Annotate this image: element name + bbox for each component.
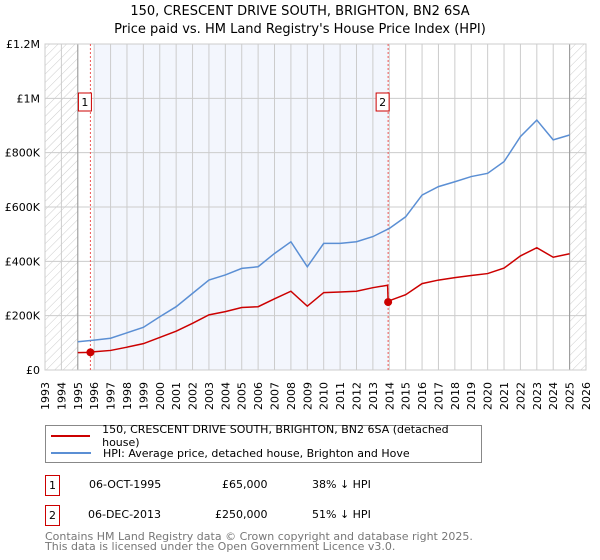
transaction-price: £65,000 — [222, 478, 268, 491]
x-tick-label: 1998 — [121, 382, 134, 410]
x-tick-label: 2023 — [531, 382, 544, 410]
sale-label-box — [375, 92, 390, 112]
x-tick-label: 1997 — [105, 382, 118, 410]
y-tick-label: £0 — [26, 364, 40, 377]
x-tick-label: 2015 — [400, 382, 413, 410]
y-tick-label: £400K — [5, 255, 41, 268]
transaction-marker: 2 — [45, 505, 60, 526]
y-tick-label: £800K — [5, 147, 41, 160]
footer-licence: This data is licensed under the Open Gov… — [45, 540, 396, 553]
y-tick-label: £1M — [17, 92, 41, 105]
price-chart: 1993 1994 1995 1996 1997 1998 1999 2000 2001 2002… — [5, 38, 593, 410]
x-tick-label: 2019 — [465, 382, 478, 410]
x-tick-label: 2021 — [498, 382, 511, 410]
transaction-row: 2 06-DEC-2013 £250,000 51% ↓ HPI — [45, 505, 465, 526]
x-tick-label: 1996 — [88, 382, 101, 410]
sale-point — [86, 348, 95, 357]
transaction-date: 06-OCT-1995 — [89, 478, 162, 491]
transaction-marker: 1 — [45, 475, 60, 496]
chart-title-line2: Price paid vs. HM Land Registry's House … — [114, 22, 486, 37]
x-tick-label: 2010 — [318, 382, 331, 410]
y-tick-label: £600K — [5, 201, 41, 214]
legend: 150, CRESCENT DRIVE SOUTH, BRIGHTON, BN2… — [45, 423, 482, 463]
x-tick-label: 1995 — [72, 382, 85, 410]
x-tick-label: 2026 — [580, 382, 593, 410]
x-tick-label: 2005 — [236, 382, 249, 410]
x-tick-label: 2006 — [252, 382, 265, 410]
footer-copyright: Contains HM Land Registry data © Crown c… — [45, 530, 473, 543]
sale-label: 1 — [81, 96, 88, 109]
hpi-line — [77, 118, 570, 343]
transaction-row: 1 06-OCT-1995 £65,000 38% ↓ HPI — [45, 475, 465, 496]
x-tick-label: 2007 — [269, 382, 282, 410]
x-tick-label: 2013 — [367, 382, 380, 410]
x-tick-label: 2020 — [482, 382, 495, 410]
x-tick-label: 2024 — [547, 382, 560, 410]
plot-border — [44, 43, 587, 371]
legend-swatch-hpi — [51, 452, 91, 454]
x-tick-label: 2004 — [219, 382, 232, 410]
x-tick-label: 1993 — [39, 382, 52, 410]
x-tick-label: 2001 — [170, 382, 183, 410]
legend-label-property: 150, CRESCENT DRIVE SOUTH, BRIGHTON, BN2… — [102, 423, 449, 449]
sale-point — [384, 298, 393, 307]
x-tick-label: 2017 — [432, 382, 445, 410]
transaction-diff: 51% ↓ HPI — [312, 508, 371, 521]
x-tick-label: 1999 — [137, 382, 150, 410]
x-tick-label: 2014 — [383, 382, 396, 410]
x-tick-label: 2022 — [514, 382, 527, 410]
x-tick-label: 2008 — [285, 382, 298, 410]
x-tick-label: 2009 — [301, 382, 314, 410]
property-price-line — [77, 246, 570, 354]
x-tick-label: 2003 — [203, 382, 216, 410]
sale-label: 2 — [379, 96, 386, 109]
x-tick-label: 2002 — [187, 382, 200, 410]
x-tick-label: 2011 — [334, 382, 347, 410]
x-tick-label: 2000 — [154, 382, 167, 410]
transaction-diff: 38% ↓ HPI — [312, 478, 371, 491]
x-tick-label: 2016 — [416, 382, 429, 410]
y-tick-label: £200K — [5, 310, 41, 323]
y-tick-label: £1.2M — [6, 38, 40, 51]
legend-swatch-property — [51, 435, 91, 437]
legend-label-hpi: HPI: Average price, detached house, Brig… — [103, 446, 410, 460]
transaction-price: £250,000 — [215, 508, 268, 521]
x-tick-label: 1994 — [55, 382, 68, 410]
x-tick-label: 2012 — [350, 382, 363, 410]
sale-label-box — [77, 92, 92, 112]
x-tick-label: 2025 — [564, 382, 577, 410]
transaction-date: 06-DEC-2013 — [88, 508, 162, 521]
x-tick-label: 2018 — [449, 382, 462, 410]
chart-title-line1: 150, CRESCENT DRIVE SOUTH, BRIGHTON, BN2… — [130, 4, 470, 19]
